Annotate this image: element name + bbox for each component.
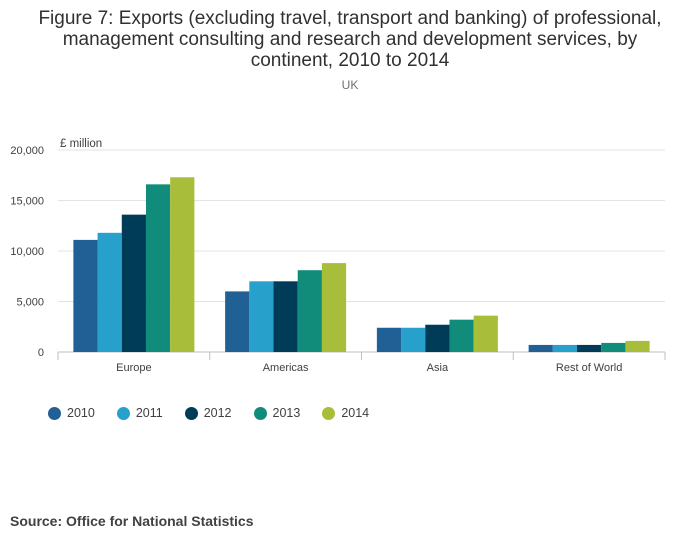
legend-item-2012: 2012	[184, 406, 232, 420]
y-tick-label: 15,000	[10, 196, 44, 208]
bar-americas-2013	[297, 270, 322, 352]
legend-item-2011: 2011	[116, 406, 163, 420]
legend-swatch	[253, 406, 267, 420]
bar-asia-2013	[449, 319, 474, 352]
legend-swatch	[116, 406, 130, 420]
bar-asia-2010	[376, 327, 402, 352]
bar-rest-of-world-2011	[552, 344, 578, 352]
legend-item-2013: 2013	[253, 406, 301, 420]
x-tick-label: Europe	[116, 362, 151, 374]
bar-asia-2014	[473, 315, 498, 352]
legend-item-2014: 2014	[322, 406, 369, 420]
chart-subtitle: UK	[341, 78, 359, 92]
bar-europe-2010	[73, 239, 98, 352]
x-tick-label: Asia	[427, 362, 449, 374]
bar-asia-2012	[425, 324, 450, 352]
y-tick-label: 0	[38, 347, 44, 359]
legend-label: 2012	[203, 406, 232, 420]
bar-americas-2014	[321, 263, 347, 352]
legend-label: 2010	[67, 406, 95, 420]
source-note: Source: Office for National Statistics	[10, 513, 254, 529]
y-tick-label: 5,000	[16, 297, 44, 309]
bar-rest-of-world-2012	[577, 344, 602, 352]
bar-rest-of-world-2010	[528, 344, 553, 352]
bar-rest-of-world-2013	[601, 342, 626, 352]
legend-label: 2014	[341, 406, 370, 420]
bar-europe-2013	[145, 184, 171, 352]
y-tick-label: 10,000	[10, 246, 44, 258]
bar-asia-2011	[401, 327, 426, 352]
legend-label: 2013	[272, 406, 301, 420]
chart-title-line-2: management consulting and research and d…	[62, 29, 638, 50]
chart-title-line-3: continent, 2010 to 2014	[250, 50, 450, 71]
bar-americas-2012	[273, 281, 298, 352]
legend-swatch	[184, 406, 198, 420]
bar-americas-2010	[225, 291, 250, 352]
legend-label: 2011	[135, 406, 163, 420]
bar-rest-of-world-2014	[625, 340, 650, 352]
bar-americas-2011	[249, 281, 274, 352]
bar-chart: 0 5,000 10,000 15,000 20,000 £ million Europe A…	[10, 138, 666, 374]
bar-europe-2014	[170, 177, 195, 352]
legend-item-2010: 2010	[48, 406, 95, 420]
chart-title-line-1: Figure 7: Exports (excluding travel, tra…	[38, 8, 662, 29]
legend-swatch	[48, 406, 61, 420]
legend-swatch	[322, 406, 336, 420]
y-tick-label: 20,000	[10, 145, 44, 157]
chart-legend: 2010 2011 2012 2013 2014	[48, 406, 391, 420]
x-tick-label: Americas	[263, 362, 309, 374]
bar-europe-2011	[97, 232, 122, 352]
y-axis-label: £ million	[60, 138, 102, 150]
bar-europe-2012	[121, 214, 146, 352]
x-tick-label: Rest of World	[556, 362, 622, 374]
chart-title: Figure 7: Exports (excluding travel, tra…	[20, 8, 680, 71]
